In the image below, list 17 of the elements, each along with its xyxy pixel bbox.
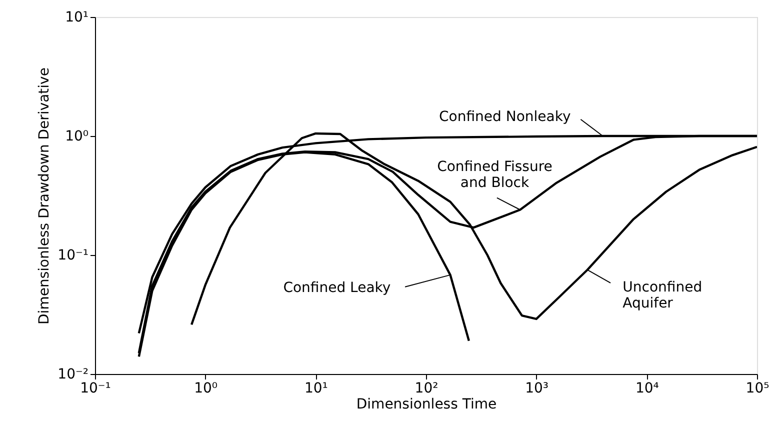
legend-label: Confined Leaky bbox=[283, 280, 391, 296]
x-tick-label: 10⁰ bbox=[194, 380, 218, 396]
x-axis-title: Dimensionless Time bbox=[356, 396, 497, 412]
x-tick-label: 10¹ bbox=[304, 380, 328, 396]
series-label: Confined Fissure and Block bbox=[437, 158, 552, 191]
y-tick-label: 10⁻¹ bbox=[58, 248, 88, 264]
y-tick-label: 10⁻² bbox=[58, 366, 88, 382]
y-axis-title: Dimensionless Drawdown Derivative bbox=[36, 68, 53, 324]
series-label: Confined Nonleaky bbox=[439, 108, 571, 125]
x-tick-label: 10⁴ bbox=[635, 380, 660, 396]
y-tick-label: 10⁰ bbox=[65, 128, 89, 144]
x-tick-label: 10³ bbox=[525, 380, 549, 396]
text: Unconfined Aquifer bbox=[622, 280, 702, 312]
x-tick-label: 10⁵ bbox=[746, 380, 770, 396]
y-tick-label: 10¹ bbox=[65, 10, 88, 26]
x-tick-label: 10² bbox=[414, 380, 438, 396]
x-tick-label: 10⁻¹ bbox=[80, 380, 111, 396]
